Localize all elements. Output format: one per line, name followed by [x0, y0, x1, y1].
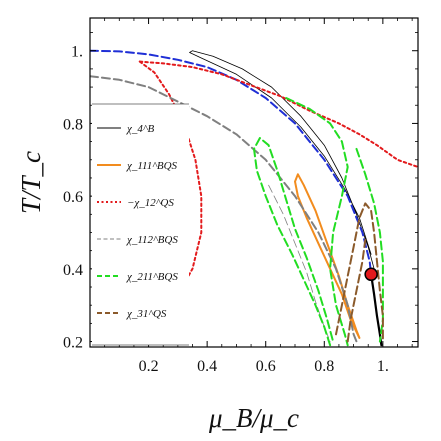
x-tick-label: 0.8 [314, 358, 334, 375]
series-line-2 [90, 49, 373, 276]
series-line-8 [285, 97, 349, 347]
x-tick-label: 1. [377, 358, 389, 375]
critical-point-marker [364, 267, 378, 282]
legend-label: χ_31^QS [126, 308, 167, 320]
series-layer [90, 49, 418, 347]
series-line-10 [355, 147, 384, 343]
legend-label: χ_211^BQS [126, 271, 178, 283]
y-tick-label: 1. [71, 44, 83, 61]
series-line-9 [253, 137, 335, 347]
y-tick-label: 0.6 [63, 189, 83, 206]
plot-frame [89, 17, 419, 348]
x-tick-label: 0.4 [197, 358, 217, 375]
legend-box [92, 104, 189, 345]
x-axis-title: μ_B/μ_c [208, 403, 299, 433]
y-tick-label: 0.2 [63, 335, 83, 352]
series-line-6 [90, 75, 358, 343]
critical-point-layer [364, 267, 378, 282]
series-line-12 [346, 238, 367, 343]
legend-label: χ_4^B [126, 123, 154, 135]
x-tick-label: 0.2 [139, 358, 159, 375]
series-line-5 [138, 60, 203, 310]
legend: χ_4^B χ_111^BQS −χ_12^QS χ_112^BQS χ_211^BQS… [92, 103, 189, 346]
x-tick-label: 0.6 [256, 358, 276, 375]
y-tick-label: 0.8 [63, 116, 83, 133]
legend-label: χ_111^BQS [126, 160, 178, 172]
series-line-4 [138, 60, 418, 168]
series-line-11 [335, 202, 384, 343]
legend-label: χ_112^BQS [126, 234, 178, 246]
series-line-0 [189, 50, 375, 270]
y-tick-label: 0.4 [63, 262, 83, 279]
y-axis-title: T/T_c [16, 151, 46, 214]
legend-label: −χ_12^QS [127, 197, 174, 209]
